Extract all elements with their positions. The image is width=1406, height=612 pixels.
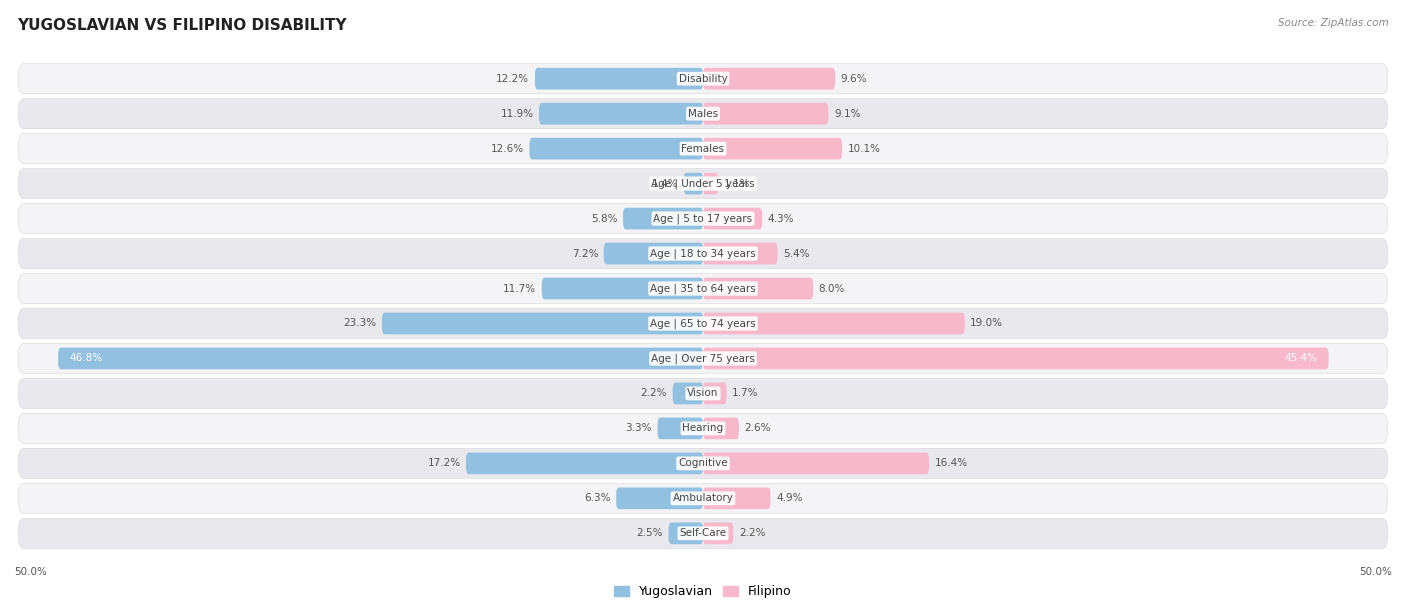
FancyBboxPatch shape (703, 68, 835, 89)
FancyBboxPatch shape (18, 204, 1388, 234)
Text: YUGOSLAVIAN VS FILIPINO DISABILITY: YUGOSLAVIAN VS FILIPINO DISABILITY (17, 18, 346, 34)
Text: 16.4%: 16.4% (935, 458, 967, 468)
Text: 11.7%: 11.7% (503, 283, 536, 294)
FancyBboxPatch shape (616, 488, 703, 509)
Text: Age | 35 to 64 years: Age | 35 to 64 years (650, 283, 756, 294)
FancyBboxPatch shape (703, 207, 762, 230)
Text: 2.5%: 2.5% (637, 528, 664, 539)
Text: 8.0%: 8.0% (818, 283, 845, 294)
FancyBboxPatch shape (703, 488, 770, 509)
FancyBboxPatch shape (58, 348, 703, 369)
FancyBboxPatch shape (658, 417, 703, 439)
FancyBboxPatch shape (530, 138, 703, 160)
FancyBboxPatch shape (541, 278, 703, 299)
FancyBboxPatch shape (703, 278, 813, 299)
FancyBboxPatch shape (703, 348, 1329, 369)
FancyBboxPatch shape (703, 417, 738, 439)
FancyBboxPatch shape (703, 138, 842, 160)
FancyBboxPatch shape (18, 413, 1388, 444)
Text: 4.9%: 4.9% (776, 493, 803, 503)
Text: 2.6%: 2.6% (744, 424, 770, 433)
Text: 6.3%: 6.3% (583, 493, 610, 503)
FancyBboxPatch shape (18, 274, 1388, 304)
FancyBboxPatch shape (18, 518, 1388, 548)
FancyBboxPatch shape (465, 452, 703, 474)
FancyBboxPatch shape (703, 103, 828, 124)
FancyBboxPatch shape (623, 207, 703, 230)
Text: 7.2%: 7.2% (572, 248, 599, 258)
FancyBboxPatch shape (669, 523, 703, 544)
FancyBboxPatch shape (672, 382, 703, 405)
FancyBboxPatch shape (603, 243, 703, 264)
Text: 23.3%: 23.3% (343, 318, 377, 329)
Text: Age | Over 75 years: Age | Over 75 years (651, 353, 755, 364)
Text: 45.4%: 45.4% (1285, 354, 1317, 364)
FancyBboxPatch shape (18, 239, 1388, 269)
FancyBboxPatch shape (18, 449, 1388, 479)
Text: 9.6%: 9.6% (841, 73, 868, 84)
Text: Females: Females (682, 144, 724, 154)
Text: 4.3%: 4.3% (768, 214, 794, 223)
Text: Age | 18 to 34 years: Age | 18 to 34 years (650, 248, 756, 259)
Text: 19.0%: 19.0% (970, 318, 1004, 329)
Text: Cognitive: Cognitive (678, 458, 728, 468)
Text: Age | 5 to 17 years: Age | 5 to 17 years (654, 214, 752, 224)
FancyBboxPatch shape (18, 343, 1388, 373)
Text: Age | 65 to 74 years: Age | 65 to 74 years (650, 318, 756, 329)
Text: 12.2%: 12.2% (496, 73, 530, 84)
Text: 5.4%: 5.4% (783, 248, 810, 258)
Text: 1.4%: 1.4% (652, 179, 678, 188)
Text: 5.8%: 5.8% (591, 214, 617, 223)
FancyBboxPatch shape (703, 523, 734, 544)
Text: 10.1%: 10.1% (848, 144, 880, 154)
FancyBboxPatch shape (538, 103, 703, 124)
Text: 2.2%: 2.2% (738, 528, 765, 539)
Text: Vision: Vision (688, 389, 718, 398)
FancyBboxPatch shape (18, 133, 1388, 163)
FancyBboxPatch shape (18, 308, 1388, 338)
Text: 1.7%: 1.7% (733, 389, 758, 398)
FancyBboxPatch shape (703, 382, 727, 405)
Text: Source: ZipAtlas.com: Source: ZipAtlas.com (1278, 18, 1389, 28)
Text: Males: Males (688, 109, 718, 119)
Text: 50.0%: 50.0% (14, 567, 46, 577)
Text: 17.2%: 17.2% (427, 458, 461, 468)
FancyBboxPatch shape (18, 378, 1388, 408)
Text: 12.6%: 12.6% (491, 144, 524, 154)
Text: 1.1%: 1.1% (724, 179, 751, 188)
Text: 9.1%: 9.1% (834, 109, 860, 119)
FancyBboxPatch shape (703, 452, 929, 474)
Text: Self-Care: Self-Care (679, 528, 727, 539)
FancyBboxPatch shape (382, 313, 703, 334)
Legend: Yugoslavian, Filipino: Yugoslavian, Filipino (609, 580, 797, 603)
Text: 46.8%: 46.8% (69, 354, 103, 364)
Text: Age | Under 5 years: Age | Under 5 years (651, 178, 755, 189)
Text: 11.9%: 11.9% (501, 109, 533, 119)
FancyBboxPatch shape (683, 173, 703, 195)
Text: Hearing: Hearing (682, 424, 724, 433)
Text: Ambulatory: Ambulatory (672, 493, 734, 503)
Text: 2.2%: 2.2% (641, 389, 668, 398)
Text: Disability: Disability (679, 73, 727, 84)
FancyBboxPatch shape (18, 99, 1388, 129)
Text: 50.0%: 50.0% (1360, 567, 1392, 577)
FancyBboxPatch shape (703, 313, 965, 334)
FancyBboxPatch shape (18, 483, 1388, 513)
FancyBboxPatch shape (18, 168, 1388, 199)
FancyBboxPatch shape (703, 243, 778, 264)
FancyBboxPatch shape (534, 68, 703, 89)
Text: 3.3%: 3.3% (626, 424, 652, 433)
FancyBboxPatch shape (703, 173, 718, 195)
FancyBboxPatch shape (18, 64, 1388, 94)
